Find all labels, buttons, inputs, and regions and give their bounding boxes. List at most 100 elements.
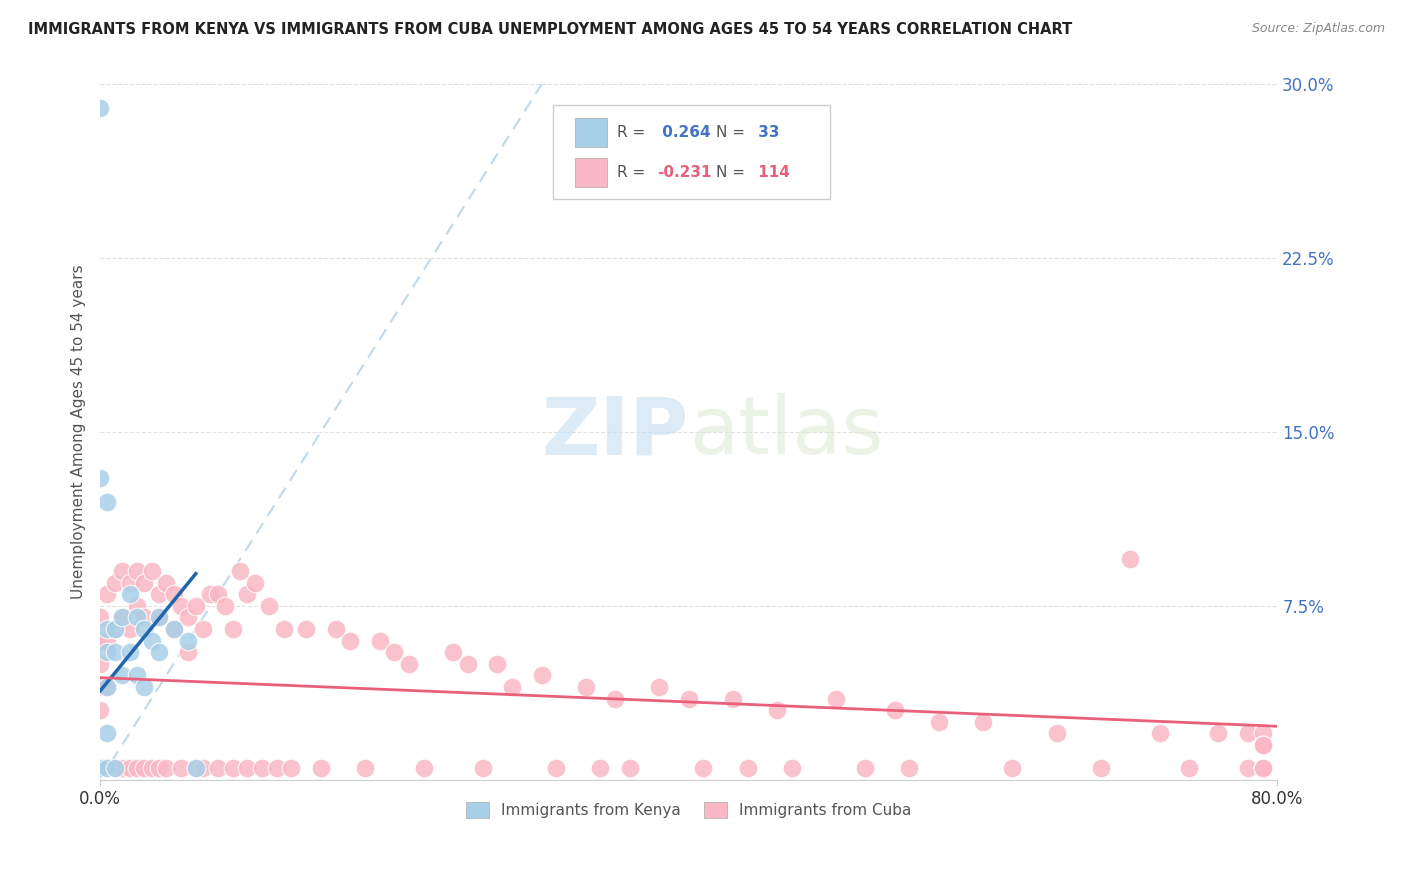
Point xyxy=(766,703,789,717)
Point xyxy=(619,761,641,775)
Text: 0.264: 0.264 xyxy=(657,125,710,140)
Point xyxy=(339,633,361,648)
Point xyxy=(1045,726,1067,740)
Point xyxy=(207,761,229,775)
Point xyxy=(441,645,464,659)
Point xyxy=(134,575,156,590)
Point xyxy=(1149,726,1171,740)
Point xyxy=(111,610,134,624)
Legend: Immigrants from Kenya, Immigrants from Cuba: Immigrants from Kenya, Immigrants from C… xyxy=(460,796,918,824)
Y-axis label: Unemployment Among Ages 45 to 54 years: Unemployment Among Ages 45 to 54 years xyxy=(72,265,86,599)
Point xyxy=(325,622,347,636)
Point xyxy=(1001,761,1024,775)
Text: N =: N = xyxy=(716,165,745,179)
Point xyxy=(457,657,479,671)
Point xyxy=(89,471,111,485)
Point xyxy=(928,714,950,729)
Point xyxy=(134,622,156,636)
Point xyxy=(177,645,200,659)
Point xyxy=(89,761,111,775)
Point xyxy=(214,599,236,613)
Point xyxy=(96,761,118,775)
Point xyxy=(221,761,243,775)
Point xyxy=(155,761,177,775)
Text: atlas: atlas xyxy=(689,393,883,471)
Point xyxy=(737,761,759,775)
Point xyxy=(1090,761,1112,775)
Point xyxy=(1251,761,1274,775)
Point xyxy=(89,761,111,775)
Point xyxy=(104,575,127,590)
Point xyxy=(134,761,156,775)
Point xyxy=(96,680,118,694)
Point xyxy=(148,610,170,624)
Point xyxy=(118,645,141,659)
Point xyxy=(1251,761,1274,775)
Point xyxy=(118,575,141,590)
Point xyxy=(273,622,295,636)
Text: ZIP: ZIP xyxy=(541,393,689,471)
Point xyxy=(104,761,127,775)
Point xyxy=(648,680,671,694)
Point xyxy=(89,657,111,671)
Point xyxy=(530,668,553,682)
Point xyxy=(89,610,111,624)
Point xyxy=(972,714,994,729)
Point xyxy=(125,599,148,613)
Point xyxy=(898,761,921,775)
Point xyxy=(148,761,170,775)
Point xyxy=(1237,726,1260,740)
Point xyxy=(96,633,118,648)
Point xyxy=(1251,761,1274,775)
Point xyxy=(589,761,612,775)
Point xyxy=(1251,726,1274,740)
Text: 114: 114 xyxy=(754,165,790,179)
Point xyxy=(678,691,700,706)
Point xyxy=(354,761,377,775)
Point xyxy=(89,633,111,648)
Point xyxy=(1251,738,1274,752)
Point xyxy=(96,587,118,601)
Point xyxy=(104,645,127,659)
Text: R =: R = xyxy=(617,125,645,140)
Text: Source: ZipAtlas.com: Source: ZipAtlas.com xyxy=(1251,22,1385,36)
Bar xyxy=(575,118,607,147)
Point xyxy=(1251,761,1274,775)
Point xyxy=(89,761,111,775)
Point xyxy=(280,761,302,775)
Point xyxy=(125,564,148,578)
Point xyxy=(368,633,391,648)
Point xyxy=(546,761,568,775)
Point xyxy=(96,761,118,775)
Point xyxy=(1251,761,1274,775)
Point xyxy=(184,599,207,613)
Point xyxy=(692,761,714,775)
Point xyxy=(575,680,598,694)
Point xyxy=(104,761,127,775)
Point xyxy=(243,575,266,590)
Point xyxy=(148,645,170,659)
Point xyxy=(141,761,163,775)
Text: 33: 33 xyxy=(754,125,780,140)
Point xyxy=(184,761,207,775)
Point xyxy=(118,587,141,601)
Point xyxy=(89,761,111,775)
Bar xyxy=(575,158,607,186)
Point xyxy=(111,610,134,624)
Point xyxy=(89,761,111,775)
Point xyxy=(384,645,406,659)
Point xyxy=(236,587,259,601)
Point xyxy=(125,761,148,775)
Point xyxy=(89,761,111,775)
Point xyxy=(170,599,193,613)
Point xyxy=(111,668,134,682)
Point xyxy=(501,680,523,694)
Point xyxy=(155,575,177,590)
Point xyxy=(89,101,111,115)
Point xyxy=(134,610,156,624)
Point xyxy=(125,610,148,624)
Point xyxy=(163,622,186,636)
Point xyxy=(229,564,252,578)
Text: IMMIGRANTS FROM KENYA VS IMMIGRANTS FROM CUBA UNEMPLOYMENT AMONG AGES 45 TO 54 Y: IMMIGRANTS FROM KENYA VS IMMIGRANTS FROM… xyxy=(28,22,1073,37)
Point xyxy=(89,761,111,775)
